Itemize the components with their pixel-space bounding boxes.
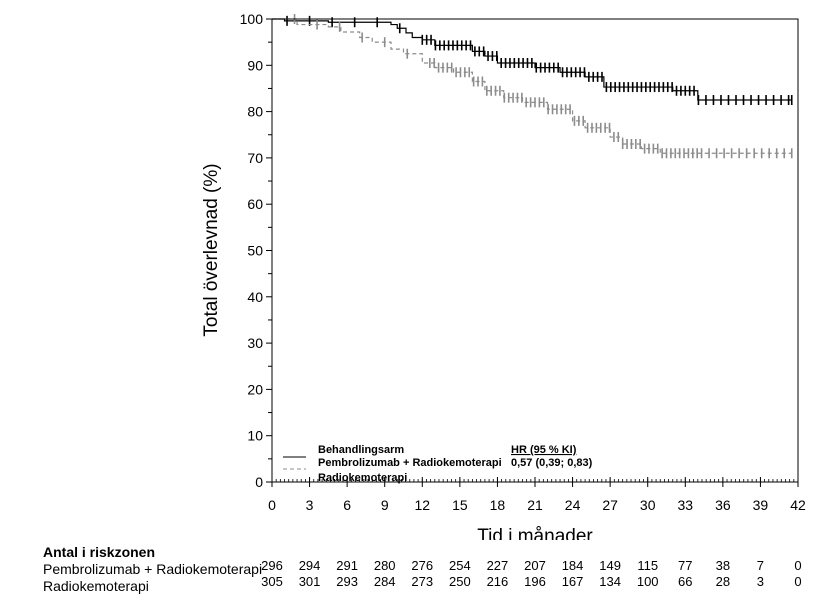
risk-row-label-radiokemoterapi: Radiokemoterapi <box>43 578 149 594</box>
legend-hr-value: 0,57 (0,39; 0,83) <box>511 457 593 469</box>
risk-cell: 291 <box>336 558 358 573</box>
risk-cell: 7 <box>756 558 765 573</box>
x-tick-label: 39 <box>753 497 769 513</box>
risk-cell: 276 <box>411 558 434 573</box>
risk-cell: 293 <box>336 574 358 589</box>
risk-cell: 284 <box>373 574 396 589</box>
x-tick-label: 18 <box>490 497 506 513</box>
risk-cell: 227 <box>486 558 509 573</box>
x-tick-label: 9 <box>381 497 389 513</box>
x-axis-title: Tid i månader <box>477 526 593 540</box>
risk-cell: 38 <box>715 558 731 573</box>
risk-cell: 167 <box>561 574 584 589</box>
x-tick-label: 6 <box>343 497 351 513</box>
risk-cell: 28 <box>715 574 731 589</box>
x-tick-label: 21 <box>527 497 543 513</box>
x-axis: 0 3 6 9 12 15 18 21 24 27 30 33 36 39 42 <box>268 477 806 513</box>
risk-cell: 305 <box>261 574 283 589</box>
y-tick-label: 20 <box>247 381 263 397</box>
x-tick-label: 0 <box>268 497 276 513</box>
plot-frame <box>271 18 799 483</box>
legend-label-radiokemoterapi: Radiokemoterapi <box>318 472 407 484</box>
x-tick-label: 24 <box>565 497 581 513</box>
risk-cell: 0 <box>794 574 802 589</box>
risk-cell: 3 <box>756 574 765 589</box>
risk-cell: 216 <box>486 574 509 589</box>
risk-cell: 149 <box>599 558 621 573</box>
y-tick-label: 60 <box>247 196 263 212</box>
legend: Behandlingsarm Pembrolizumab + Radiokemo… <box>283 444 593 484</box>
risk-cell: 207 <box>524 558 546 573</box>
x-tick-label: 27 <box>602 497 618 513</box>
x-tick-label: 30 <box>640 497 656 513</box>
risk-cell: 115 <box>637 558 659 573</box>
risk-cell: 250 <box>448 574 471 589</box>
y-tick-label: 40 <box>247 289 263 305</box>
risk-cell: 254 <box>448 558 471 573</box>
y-tick-label: 70 <box>247 150 263 166</box>
y-tick-label: 100 <box>240 11 264 27</box>
series-line-1 <box>272 18 792 154</box>
x-tick-label: 33 <box>677 497 693 513</box>
risk-cell: 296 <box>261 558 283 573</box>
risk-cell: 273 <box>411 574 434 589</box>
y-tick-label: 30 <box>247 335 263 351</box>
x-tick-label: 12 <box>414 497 430 513</box>
x-tick-label: 42 <box>790 497 806 513</box>
legend-label-pembrolizumab: Pembrolizumab + Radiokemoterapi <box>318 457 502 469</box>
risk-cell: 294 <box>298 558 321 573</box>
y-axis-title: Total överlevnad (%) <box>201 163 222 336</box>
risk-cell: 184 <box>561 558 584 573</box>
risk-cell: 77 <box>678 558 693 573</box>
x-tick-label: 36 <box>715 497 731 513</box>
y-tick-label: 50 <box>247 243 263 259</box>
y-tick-label: 10 <box>247 428 263 444</box>
risk-cell: 301 <box>298 574 321 589</box>
risk-cell: 0 <box>794 558 802 573</box>
risk-cell: 66 <box>678 574 693 589</box>
risk-cell: 280 <box>373 558 396 573</box>
y-tick-label: 90 <box>247 57 263 73</box>
y-tick-label: 0 <box>255 474 263 490</box>
legend-hr-header: HR (95 % KI) <box>511 444 577 456</box>
risk-cell: 134 <box>599 574 621 589</box>
y-tick-label: 80 <box>247 104 263 120</box>
risk-cell: 100 <box>636 574 659 589</box>
legend-header: Behandlingsarm <box>318 444 404 456</box>
series-line-0 <box>272 18 792 101</box>
risk-cell: 196 <box>524 574 546 589</box>
x-tick-label: 3 <box>306 497 314 513</box>
risk-row-label-pembrolizumab: Pembrolizumab + Radiokemoterapi <box>43 561 263 577</box>
risk-table-title: Antal i riskzonen <box>43 544 156 560</box>
x-tick-label: 15 <box>452 497 468 513</box>
survival-curves <box>272 14 793 159</box>
y-axis: 0 10 20 30 40 50 60 70 80 90 100 <box>240 11 272 490</box>
